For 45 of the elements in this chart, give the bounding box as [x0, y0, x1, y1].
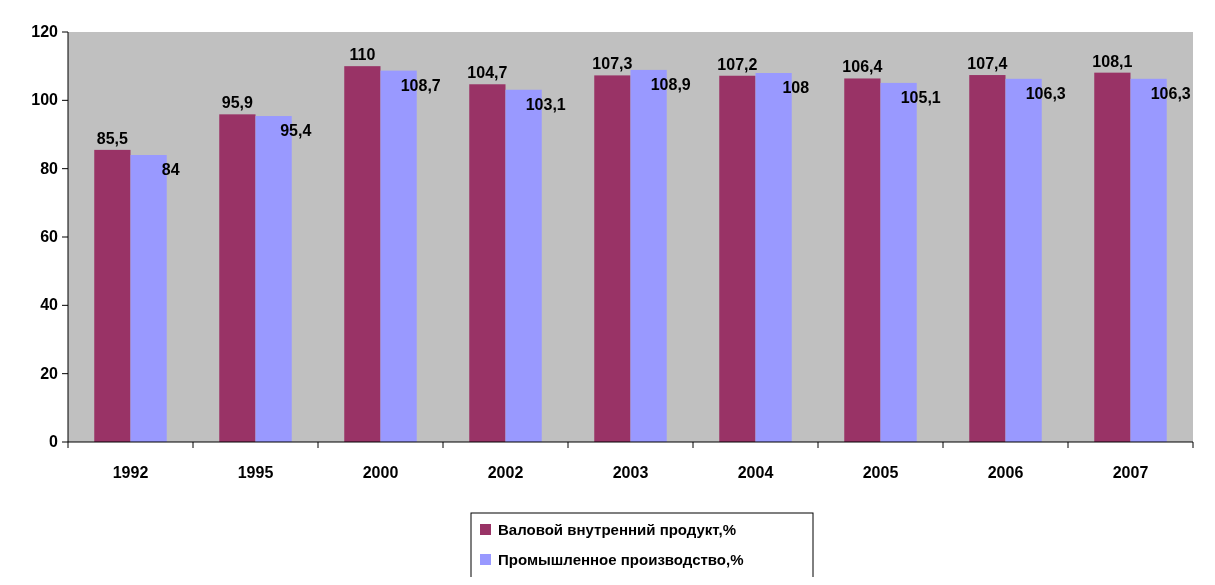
- data-label: 107,2: [717, 55, 758, 73]
- data-label: 106,3: [1150, 84, 1191, 102]
- x-tick-label: 2004: [737, 464, 774, 481]
- y-tick-label: 0: [49, 433, 59, 450]
- x-tick-label: 1992: [112, 464, 149, 481]
- y-tick-label: 20: [40, 364, 59, 382]
- data-label: 103,1: [525, 95, 566, 113]
- y-tick-label: 120: [31, 23, 59, 40]
- data-label: 104,7: [467, 64, 508, 82]
- data-label: 95,4: [280, 122, 312, 140]
- x-tick-label: 2005: [862, 464, 899, 481]
- bar: [969, 75, 1006, 442]
- bar: [469, 84, 506, 442]
- data-label: 108,7: [400, 76, 441, 94]
- x-tick-label: 1995: [237, 464, 274, 481]
- data-label: 107,4: [967, 55, 1008, 73]
- data-label: 85,5: [96, 129, 129, 147]
- bar: [844, 78, 881, 442]
- y-tick-label: 80: [40, 159, 59, 177]
- x-tick-label: 2006: [987, 464, 1024, 481]
- bar: [219, 114, 256, 442]
- x-tick-label: 2000: [362, 464, 399, 481]
- bar: [344, 66, 381, 442]
- bar: [594, 75, 631, 442]
- legend-label: Валовой внутренний продукт,%: [498, 521, 737, 538]
- legend-label: Промышленное производство,%: [498, 551, 744, 568]
- x-tick-label: 2002: [487, 464, 524, 481]
- data-label: 95,9: [221, 94, 254, 112]
- data-label: 107,3: [592, 55, 633, 73]
- bar: [94, 149, 131, 442]
- data-label: 84: [161, 161, 180, 178]
- data-label: 106,4: [842, 58, 883, 76]
- data-label: 106,3: [1025, 84, 1066, 102]
- x-tick-label: 2007: [1112, 464, 1149, 481]
- bar: [1094, 72, 1131, 442]
- data-label: 105,1: [900, 88, 941, 106]
- data-label: 108: [782, 79, 810, 96]
- x-tick-label: 2003: [612, 464, 649, 481]
- data-label: 108,9: [650, 75, 691, 93]
- data-label: 110: [349, 46, 376, 64]
- y-tick-label: 60: [40, 228, 59, 245]
- data-label: 108,1: [1092, 52, 1133, 70]
- y-tick-label: 40: [40, 296, 59, 314]
- bar: [719, 75, 756, 442]
- y-tick-label: 100: [31, 91, 59, 109]
